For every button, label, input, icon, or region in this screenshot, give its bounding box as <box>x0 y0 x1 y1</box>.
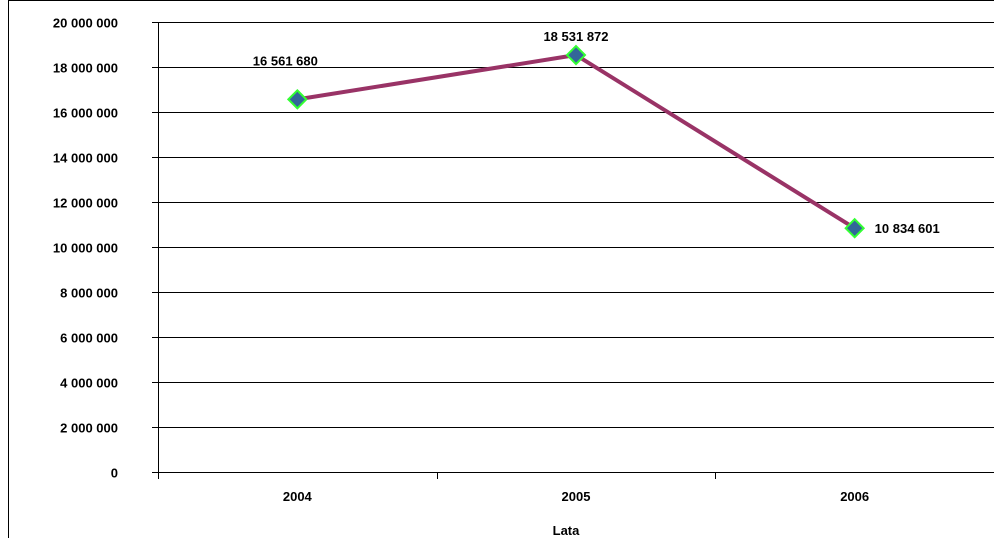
x-axis-title: Lata <box>553 523 581 538</box>
data-label: 18 531 872 <box>543 29 608 44</box>
y-tick-label: 20 000 000 <box>53 16 118 31</box>
axes <box>152 22 994 479</box>
x-tick-label: 2005 <box>562 489 591 504</box>
x-axis-tick-labels: 2004 2005 2006 <box>283 489 869 504</box>
y-tick-label: 4 000 000 <box>60 376 118 391</box>
data-labels: 16 561 680 18 531 872 10 834 601 <box>253 29 940 236</box>
data-point-marker <box>565 44 587 66</box>
data-label: 16 561 680 <box>253 53 318 68</box>
x-tick-label: 2004 <box>283 489 313 504</box>
y-tick-label: 18 000 000 <box>53 61 118 76</box>
y-axis-tick-labels: 0 2 000 000 4 000 000 6 000 000 8 000 000 10 … <box>53 16 118 481</box>
y-tick-label: 6 000 000 <box>60 331 118 346</box>
y-tick-label: 8 000 000 <box>60 286 118 301</box>
y-tick-label: 2 000 000 <box>60 421 118 436</box>
gridlines <box>158 22 994 428</box>
y-tick-label: 10 000 000 <box>53 241 118 256</box>
data-point-marker <box>844 217 866 239</box>
x-tick-label: 2006 <box>840 489 869 504</box>
y-tick-label: 0 <box>111 466 118 481</box>
series-group <box>286 44 866 239</box>
y-tick-label: 14 000 000 <box>53 151 118 166</box>
y-tick-label: 12 000 000 <box>53 196 118 211</box>
chart-frame <box>8 0 994 538</box>
data-label: 10 834 601 <box>875 221 940 236</box>
data-point-marker <box>286 88 308 110</box>
y-tick-label: 16 000 000 <box>53 106 118 121</box>
